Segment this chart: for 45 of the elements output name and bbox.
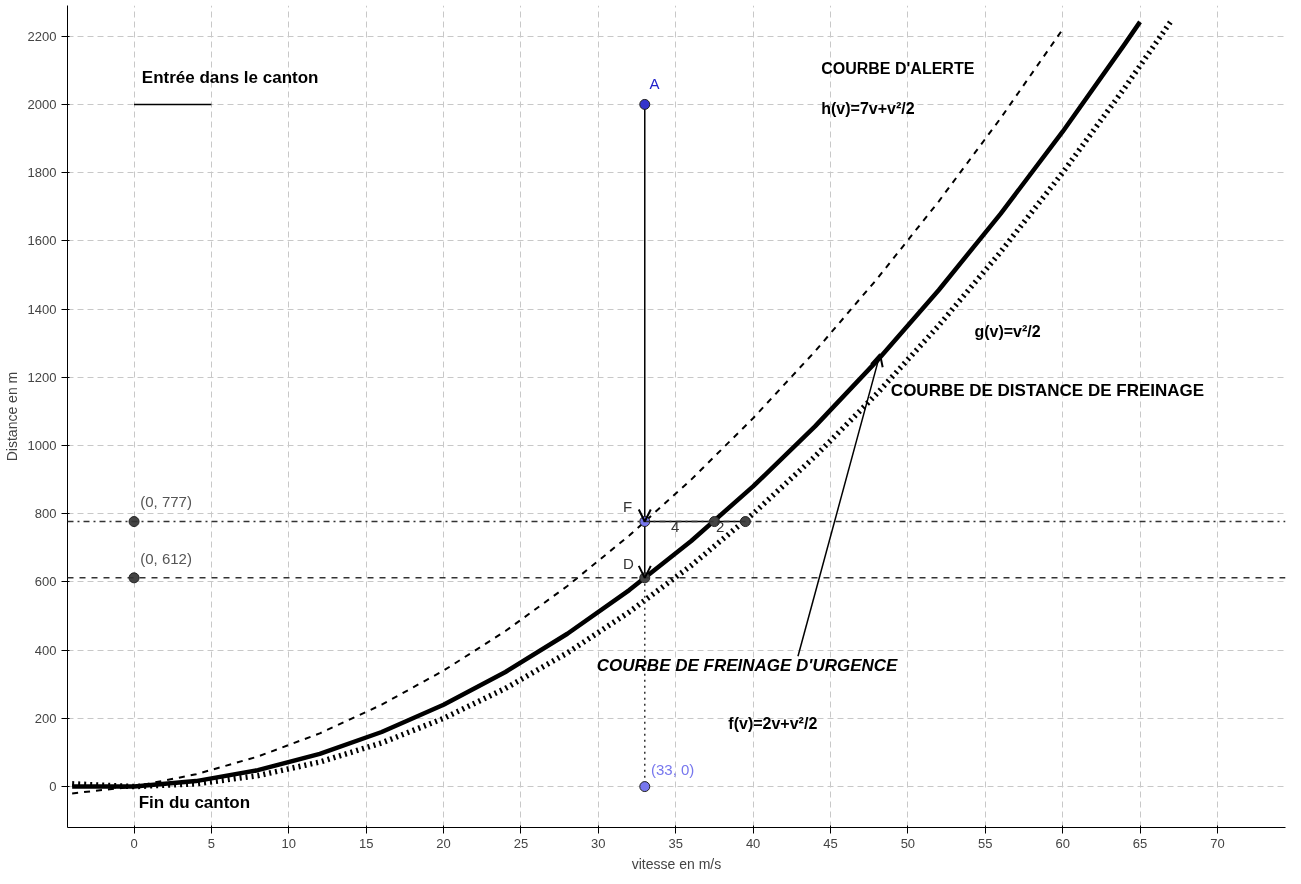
x-tick-label: 65 <box>1132 835 1148 851</box>
x-tick-label: 15 <box>358 835 374 851</box>
y-tick-label: 200 <box>34 710 57 726</box>
annotation: Entrée dans le canton <box>141 68 319 88</box>
x-tick-label: 45 <box>823 835 838 851</box>
annotation: COURBE DE DISTANCE DE FREINAGE <box>890 381 1205 401</box>
annotation: f(v)=2v+v²/2 <box>728 715 818 732</box>
annotation: h(v)=7v+v²/2 <box>821 99 915 117</box>
y-tick-label: 400 <box>34 642 57 658</box>
annotation: F <box>623 498 633 516</box>
x-tick-label: 35 <box>668 835 683 851</box>
x-tick-label: 60 <box>1055 835 1070 851</box>
x-tick-label: 40 <box>745 835 761 851</box>
x-tick-label: 50 <box>900 835 916 851</box>
annotation: Fin du canton <box>138 793 251 813</box>
annotation: (33, 0) <box>650 761 695 779</box>
annotation: 4 <box>671 518 680 536</box>
annotation: A <box>649 75 660 93</box>
x-tick-label: 5 <box>207 835 216 851</box>
annotation: COURBE D'ALERTE <box>821 60 975 78</box>
x-tick-label: 0 <box>130 835 138 851</box>
y-tick-label: 0 <box>49 779 57 795</box>
annotation: g(v)=v²/2 <box>974 323 1041 341</box>
x-tick-label: 20 <box>436 835 451 851</box>
annotation: (0, 612) <box>140 549 192 567</box>
x-tick-label: 25 <box>513 835 529 851</box>
y-tick-label: 1800 <box>27 165 57 181</box>
annotation: (0, 777) <box>140 493 192 511</box>
y-tick-label: 800 <box>34 506 57 522</box>
y-tick-label: 1600 <box>27 233 57 249</box>
annotation: D <box>623 554 635 572</box>
x-axis-title: vitesse en m/s <box>631 855 722 872</box>
y-tick-label: 1400 <box>27 301 57 317</box>
y-tick-label: 1000 <box>27 437 57 453</box>
y-tick-label: 1200 <box>27 369 57 385</box>
y-tick-label: 2000 <box>27 96 57 112</box>
y-axis-title: Distance en m <box>3 371 20 462</box>
x-tick-label: 70 <box>1210 835 1225 851</box>
x-tick-label: 10 <box>281 835 297 851</box>
annotation: COURBE DE FREINAGE D'URGENCE <box>596 656 899 676</box>
annotation: 2 <box>715 518 725 536</box>
y-tick-label: 600 <box>34 574 57 590</box>
y-tick-label: 2200 <box>27 28 57 44</box>
x-tick-label: 55 <box>978 835 993 851</box>
x-tick-label: 30 <box>591 835 606 851</box>
